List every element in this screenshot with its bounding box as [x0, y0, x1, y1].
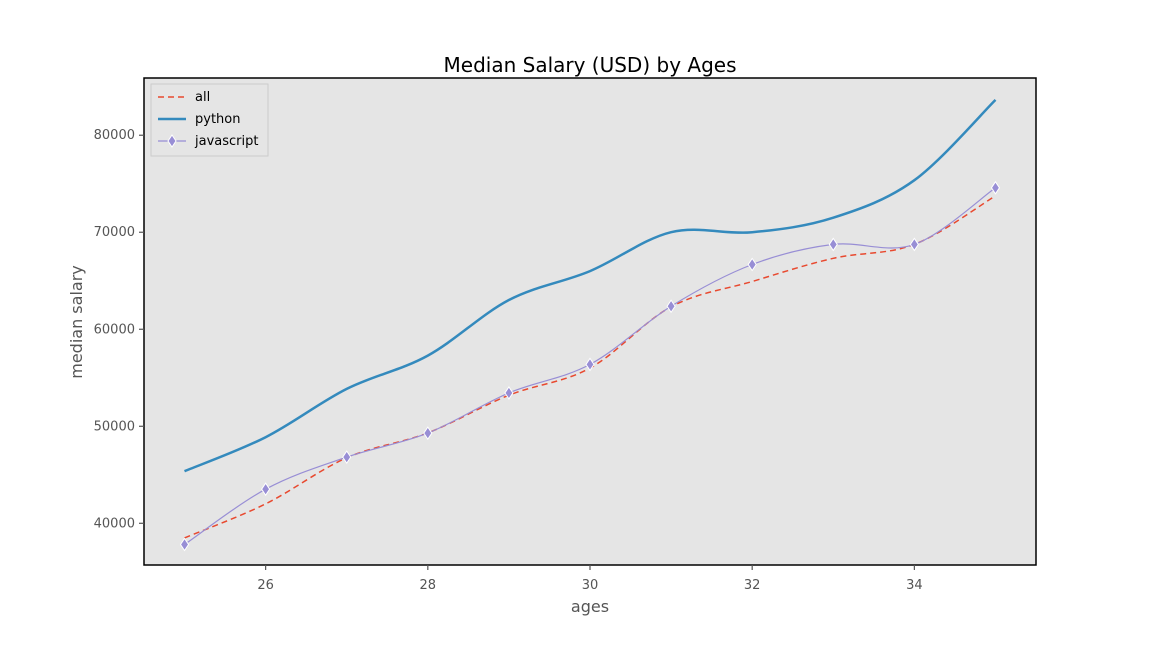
- legend: all python javascript: [150, 83, 269, 157]
- y-axis-label: median salary: [67, 265, 86, 379]
- x-tick-label: 30: [582, 578, 599, 593]
- legend-label-all: all: [195, 90, 210, 105]
- data-point-javascript: [179, 537, 190, 552]
- data-point-javascript: [666, 299, 676, 314]
- legend-label-javascript: javascript: [194, 134, 258, 149]
- series-layer: [179, 99, 1001, 552]
- x-tick-label: 26: [257, 578, 274, 593]
- y-tick-label: 80000: [94, 128, 135, 143]
- data-point-javascript: [990, 180, 1001, 195]
- data-point-javascript: [585, 357, 595, 372]
- y-tick-label: 70000: [94, 225, 135, 240]
- data-point-javascript: [747, 257, 757, 272]
- y-axis-ticks: 40000 50000 60000 70000 80000: [94, 128, 144, 531]
- data-point-javascript: [909, 237, 919, 252]
- data-point-javascript: [504, 386, 514, 400]
- y-tick-label: 40000: [94, 516, 135, 531]
- chart-title: Median Salary (USD) by Ages: [444, 53, 737, 77]
- data-point-javascript: [423, 426, 433, 441]
- plot-area: [144, 78, 1036, 565]
- data-point-javascript: [828, 237, 838, 252]
- series-line-python: [184, 99, 997, 473]
- legend-label-python: python: [195, 112, 240, 127]
- x-axis-label: ages: [571, 597, 609, 616]
- x-tick-label: 34: [906, 578, 923, 593]
- x-axis-ticks: 26 28 30 32 34: [257, 565, 923, 593]
- data-point-javascript: [261, 482, 271, 497]
- x-tick-label: 28: [420, 578, 437, 593]
- y-tick-label: 50000: [94, 419, 135, 434]
- x-tick-label: 32: [744, 578, 761, 593]
- legend-marker-javascript: [167, 134, 177, 148]
- data-point-javascript: [342, 450, 352, 464]
- y-tick-label: 60000: [94, 322, 135, 337]
